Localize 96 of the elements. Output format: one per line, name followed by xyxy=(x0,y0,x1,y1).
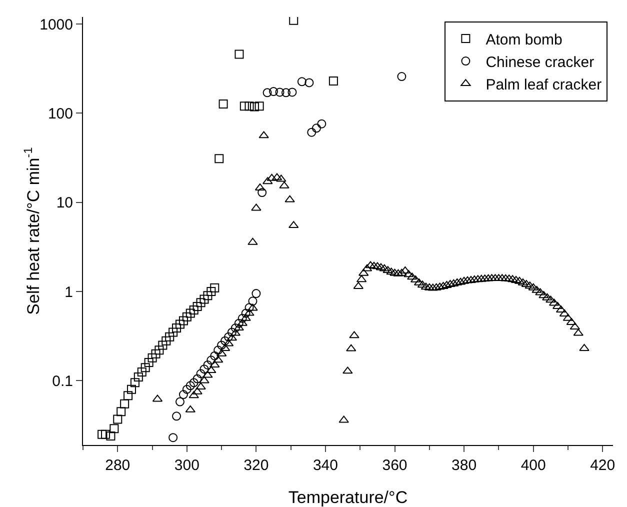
point xyxy=(137,368,146,377)
point xyxy=(200,364,209,374)
point xyxy=(200,294,209,304)
point xyxy=(168,328,178,337)
point xyxy=(165,332,174,342)
point xyxy=(210,351,220,360)
point xyxy=(252,289,261,298)
point xyxy=(172,324,182,332)
point xyxy=(124,391,133,400)
point xyxy=(328,76,338,86)
point xyxy=(178,316,188,326)
point xyxy=(250,102,259,112)
point xyxy=(307,128,316,137)
y-tick-label: 10 xyxy=(56,194,73,212)
x-tick-label: 300 xyxy=(174,457,200,474)
point xyxy=(116,407,126,416)
point xyxy=(206,356,216,365)
legend-label: Atom bomb xyxy=(486,31,562,48)
point xyxy=(182,384,192,394)
point xyxy=(162,336,171,346)
point xyxy=(203,291,212,300)
point xyxy=(151,349,160,358)
legend-label: Chinese cracker xyxy=(486,54,594,71)
point xyxy=(192,374,202,384)
point xyxy=(98,430,107,439)
point xyxy=(134,372,143,382)
point xyxy=(206,287,216,296)
point xyxy=(238,314,247,323)
point xyxy=(214,346,223,355)
point xyxy=(288,88,297,97)
point xyxy=(172,412,182,421)
point xyxy=(217,340,226,350)
point xyxy=(189,378,198,388)
x-tick-label: 280 xyxy=(105,457,130,474)
point xyxy=(189,306,198,315)
point xyxy=(144,358,154,367)
point xyxy=(196,369,206,378)
point xyxy=(248,296,258,306)
point xyxy=(101,430,110,439)
point xyxy=(275,88,284,97)
point xyxy=(304,78,314,88)
point xyxy=(113,414,122,424)
point xyxy=(186,381,195,390)
point xyxy=(258,188,267,198)
point xyxy=(227,328,236,337)
y-tick-label: 1 xyxy=(64,284,73,301)
x-tick-label: 420 xyxy=(590,457,616,474)
point xyxy=(312,124,321,133)
point xyxy=(175,397,184,406)
x-tick-label: 400 xyxy=(520,457,546,474)
point xyxy=(289,17,298,25)
point xyxy=(317,119,326,128)
legend-label: Palm leaf cracker xyxy=(486,76,602,94)
point xyxy=(230,324,240,332)
point xyxy=(244,303,254,312)
point xyxy=(127,384,136,394)
point xyxy=(106,431,116,440)
point xyxy=(224,332,233,342)
point xyxy=(130,378,140,388)
point xyxy=(182,312,192,322)
x-axis-title: Temperature/°C xyxy=(288,488,408,507)
y-tick-label: 100 xyxy=(48,105,73,122)
point xyxy=(148,353,157,362)
point xyxy=(262,88,272,98)
point xyxy=(192,302,202,311)
point xyxy=(241,308,250,318)
point xyxy=(244,102,254,111)
x-tick-label: 360 xyxy=(382,457,408,474)
x-tick-label: 380 xyxy=(452,457,477,474)
point xyxy=(234,50,244,59)
point xyxy=(297,77,306,86)
y-tick-label: 0.1 xyxy=(52,372,73,390)
point xyxy=(175,320,184,329)
point xyxy=(234,318,244,328)
point xyxy=(186,308,195,318)
y-tick-label: 1000 xyxy=(40,16,73,34)
point xyxy=(269,87,278,96)
point xyxy=(218,99,228,108)
point xyxy=(110,424,119,434)
point xyxy=(397,72,406,82)
point xyxy=(196,298,206,308)
point xyxy=(240,102,249,111)
point xyxy=(158,340,168,350)
point xyxy=(154,346,164,355)
point xyxy=(254,102,264,111)
point xyxy=(220,336,230,346)
point xyxy=(140,363,150,372)
x-tick-label: 320 xyxy=(244,457,269,474)
point xyxy=(120,399,130,408)
point xyxy=(281,88,290,98)
x-tick-label: 340 xyxy=(312,457,338,474)
point xyxy=(168,433,178,442)
point xyxy=(210,283,220,292)
point xyxy=(214,154,224,164)
point xyxy=(203,360,212,370)
point xyxy=(178,390,188,400)
